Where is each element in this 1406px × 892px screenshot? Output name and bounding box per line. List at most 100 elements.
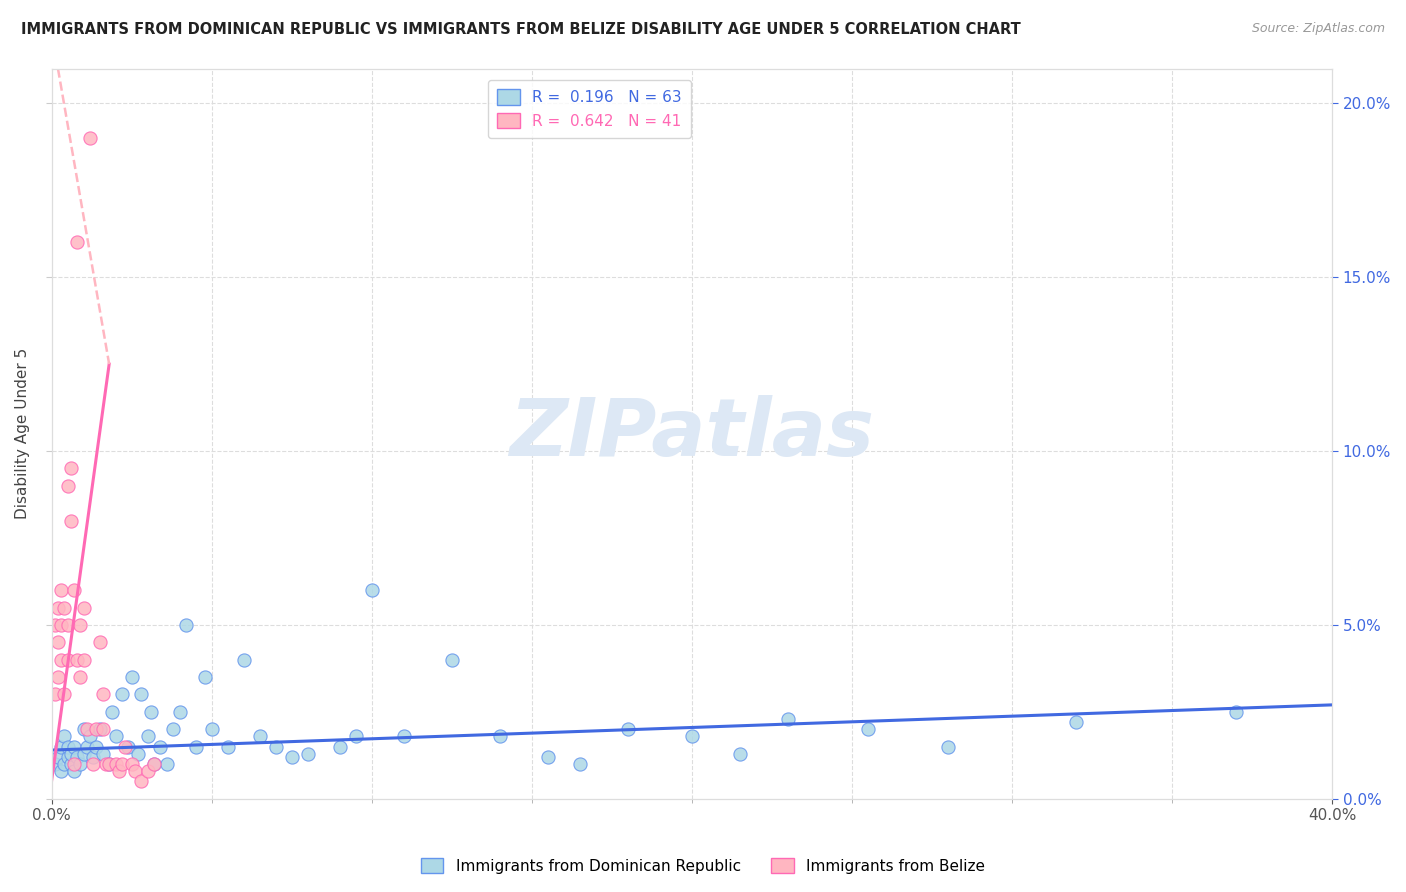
Point: [114, 739, 136, 754]
Point: [776, 712, 799, 726]
Point: [360, 583, 382, 598]
Point: [143, 756, 166, 771]
Point: [201, 723, 224, 737]
Point: [72, 747, 94, 761]
Legend: R =  0.196   N = 63, R =  0.642   N = 41: R = 0.196 N = 63, R = 0.642 N = 41: [488, 79, 690, 137]
Point: [107, 764, 129, 778]
Point: [86, 723, 108, 737]
Point: [44, 618, 66, 632]
Point: [53, 688, 76, 702]
Point: [72, 600, 94, 615]
Point: [56, 618, 79, 632]
Point: [101, 705, 124, 719]
Point: [53, 600, 76, 615]
Point: [329, 739, 352, 754]
Point: [139, 705, 162, 719]
Point: [91, 723, 114, 737]
Point: [89, 635, 111, 649]
Point: [488, 729, 510, 743]
Point: [681, 729, 703, 743]
Point: [156, 756, 179, 771]
Point: [104, 729, 127, 743]
Point: [76, 723, 98, 737]
Point: [344, 729, 367, 743]
Point: [66, 235, 89, 250]
Point: [194, 670, 217, 684]
Point: [392, 729, 415, 743]
Point: [72, 653, 94, 667]
Point: [53, 756, 76, 771]
Point: [63, 756, 86, 771]
Point: [94, 756, 117, 771]
Point: [66, 653, 89, 667]
Point: [59, 747, 82, 761]
Y-axis label: Disability Age Under 5: Disability Age Under 5: [15, 348, 30, 519]
Point: [1225, 705, 1247, 719]
Point: [91, 747, 114, 761]
Point: [46, 600, 69, 615]
Point: [44, 688, 66, 702]
Point: [174, 618, 197, 632]
Point: [86, 739, 108, 754]
Point: [111, 688, 134, 702]
Point: [53, 729, 76, 743]
Point: [98, 756, 121, 771]
Point: [1064, 715, 1087, 730]
Point: [46, 635, 69, 649]
Point: [49, 618, 72, 632]
Point: [63, 764, 86, 778]
Point: [129, 774, 152, 789]
Point: [56, 479, 79, 493]
Point: [72, 723, 94, 737]
Point: [136, 729, 159, 743]
Point: [82, 756, 104, 771]
Point: [280, 750, 302, 764]
Point: [568, 756, 591, 771]
Point: [56, 739, 79, 754]
Text: ZIPatlas: ZIPatlas: [509, 394, 875, 473]
Point: [46, 750, 69, 764]
Point: [63, 739, 86, 754]
Point: [56, 653, 79, 667]
Point: [184, 739, 207, 754]
Point: [297, 747, 319, 761]
Point: [49, 739, 72, 754]
Legend: Immigrants from Dominican Republic, Immigrants from Belize: Immigrants from Dominican Republic, Immi…: [415, 852, 991, 880]
Point: [217, 739, 239, 754]
Point: [59, 514, 82, 528]
Point: [59, 461, 82, 475]
Point: [59, 756, 82, 771]
Point: [56, 750, 79, 764]
Point: [936, 739, 959, 754]
Point: [149, 739, 172, 754]
Point: [98, 756, 121, 771]
Point: [46, 670, 69, 684]
Point: [117, 739, 139, 754]
Point: [143, 756, 166, 771]
Point: [127, 747, 149, 761]
Point: [82, 750, 104, 764]
Point: [44, 756, 66, 771]
Point: [63, 583, 86, 598]
Point: [111, 756, 134, 771]
Point: [121, 756, 143, 771]
Point: [169, 705, 191, 719]
Point: [69, 670, 91, 684]
Point: [49, 653, 72, 667]
Point: [728, 747, 751, 761]
Point: [440, 653, 463, 667]
Point: [617, 723, 640, 737]
Point: [124, 764, 146, 778]
Point: [89, 723, 111, 737]
Point: [79, 729, 101, 743]
Point: [76, 739, 98, 754]
Point: [129, 688, 152, 702]
Point: [49, 583, 72, 598]
Point: [264, 739, 287, 754]
Point: [104, 756, 127, 771]
Point: [69, 756, 91, 771]
Point: [162, 723, 184, 737]
Point: [91, 688, 114, 702]
Point: [537, 750, 560, 764]
Point: [79, 131, 101, 145]
